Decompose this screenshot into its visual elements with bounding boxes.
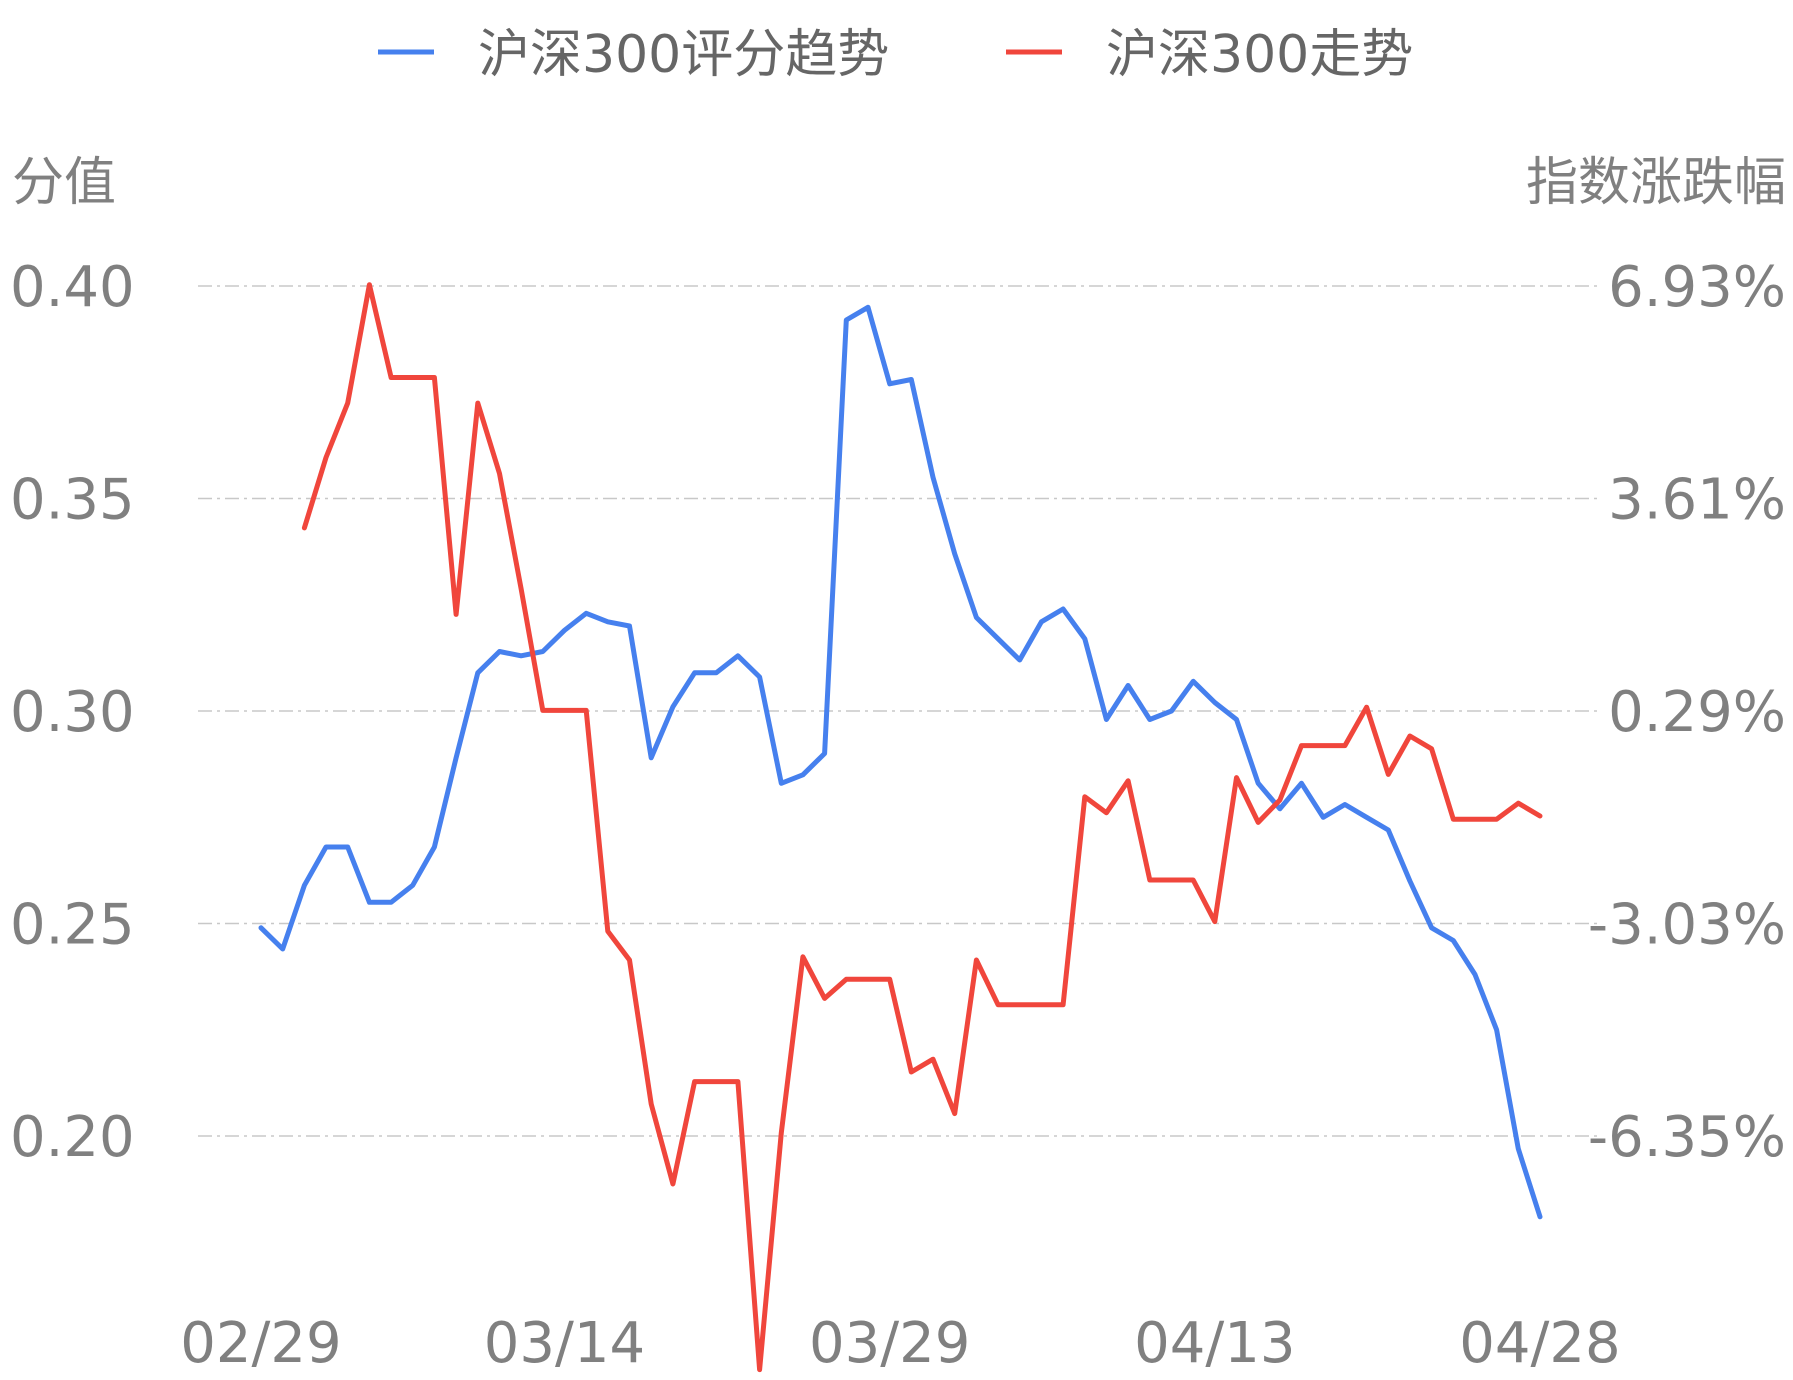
right-tick-label: 6.93% xyxy=(1608,255,1786,320)
right-axis-ticks: 6.93% 3.61% 0.29% -3.03% -6.35% xyxy=(1588,255,1786,1170)
left-tick-label: 0.40 xyxy=(10,255,135,320)
x-tick-label: 04/13 xyxy=(1134,1311,1295,1376)
x-tick-label: 02/29 xyxy=(180,1311,341,1376)
gridlines xyxy=(198,285,1602,1137)
legend-label-score: 沪深300评分趋势 xyxy=(478,25,889,85)
series-line-score xyxy=(258,304,1543,1220)
x-tick-label: 03/14 xyxy=(484,1311,645,1376)
left-tick-label: 0.30 xyxy=(10,680,135,745)
right-tick-label: 3.61% xyxy=(1608,468,1786,533)
x-axis-ticks: 02/29 03/14 03/29 04/13 04/28 xyxy=(180,1311,1620,1376)
left-tick-label: 0.20 xyxy=(10,1105,135,1170)
series-layer xyxy=(258,282,1543,1373)
right-axis-title: 指数涨跌幅 xyxy=(1526,153,1786,213)
series-line-index xyxy=(301,282,1543,1373)
x-tick-label: 03/29 xyxy=(809,1311,970,1376)
left-axis-ticks: 0.40 0.35 0.30 0.25 0.20 xyxy=(10,255,135,1170)
right-tick-label: -6.35% xyxy=(1588,1105,1786,1170)
left-tick-label: 0.35 xyxy=(10,468,135,533)
right-tick-label: 0.29% xyxy=(1608,680,1786,745)
left-axis-title: 分值 xyxy=(12,153,116,213)
legend: 沪深300评分趋势 沪深300走势 xyxy=(378,25,1413,85)
legend-label-index: 沪深300走势 xyxy=(1106,25,1413,85)
left-tick-label: 0.25 xyxy=(10,893,135,958)
x-tick-label: 04/28 xyxy=(1459,1311,1620,1376)
right-tick-label: -3.03% xyxy=(1588,893,1786,958)
